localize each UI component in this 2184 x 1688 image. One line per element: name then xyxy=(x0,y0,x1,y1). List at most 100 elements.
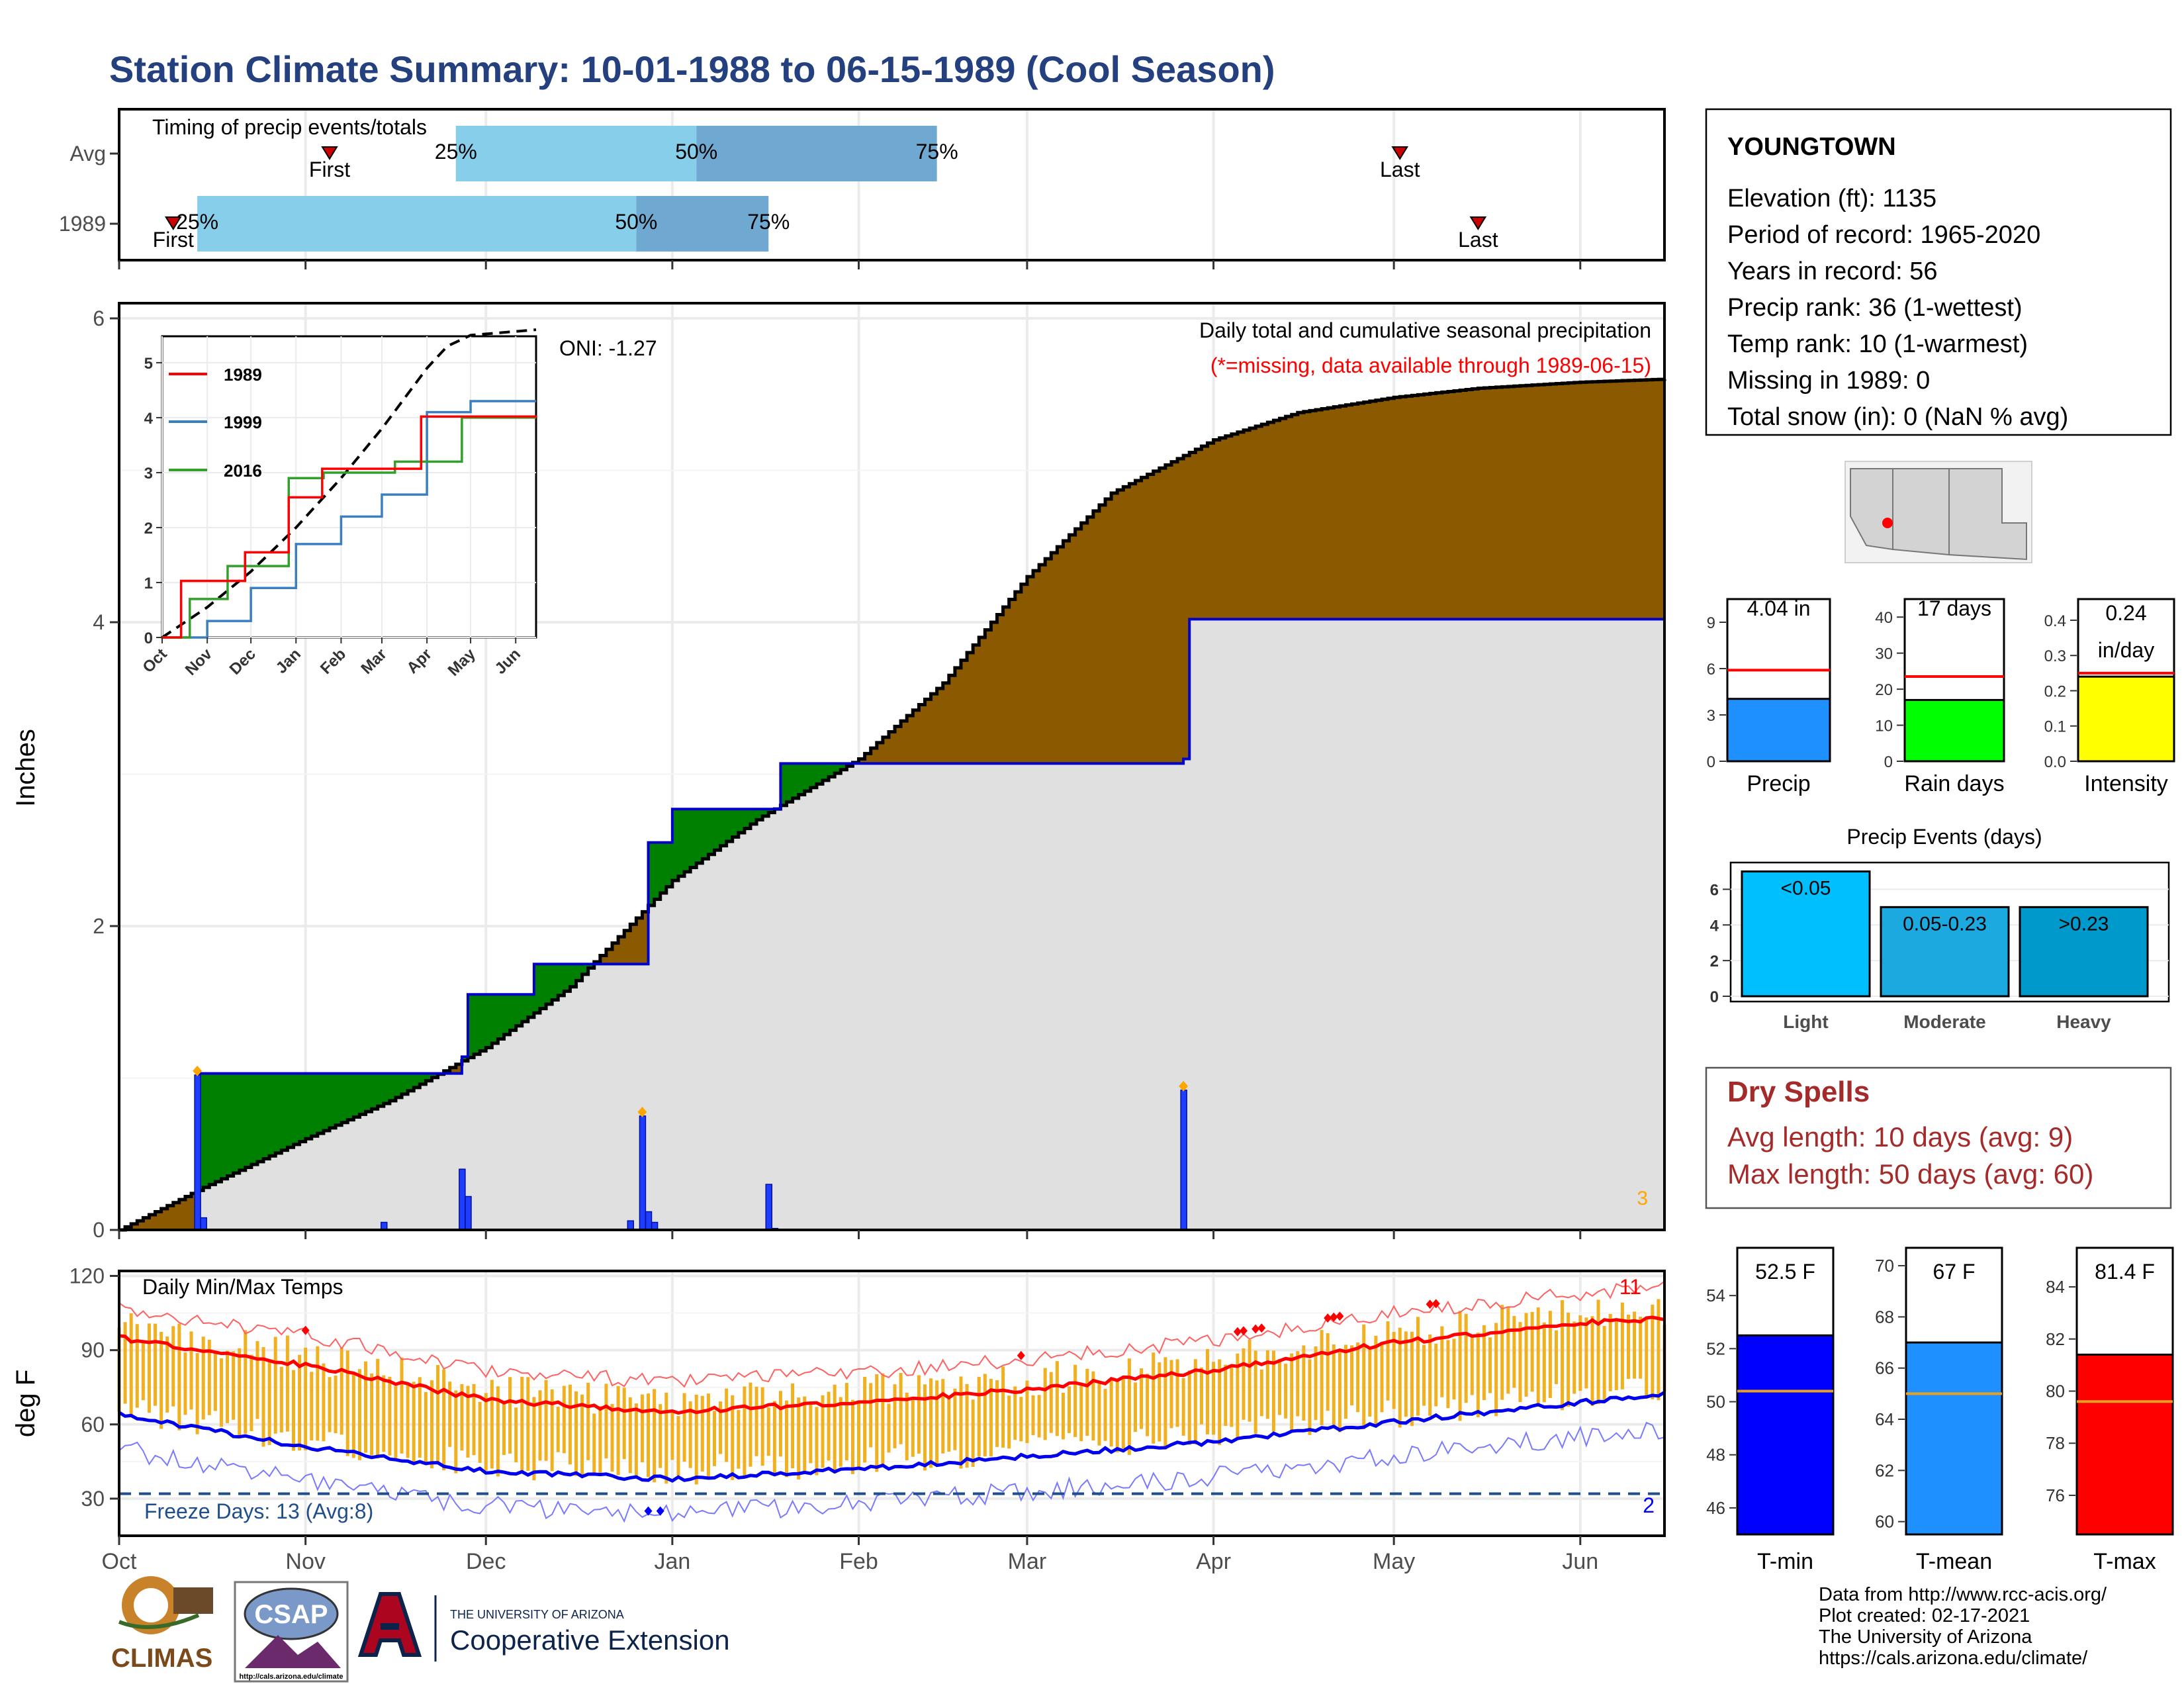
precip-note-1: Daily total and cumulative seasonal prec… xyxy=(1199,318,1651,342)
daily-temp-bar xyxy=(418,1377,422,1458)
daily-temp-bar xyxy=(388,1376,392,1456)
daily-temp-bar xyxy=(171,1326,175,1407)
daily-temp-bar xyxy=(785,1400,789,1477)
daily-temp-bar xyxy=(195,1353,199,1434)
temperature-panel: deg F 30 60 90 120 Oct Nov Dec Jan Feb Mar Apr May… xyxy=(11,1264,1666,1574)
daily-temp-bar xyxy=(743,1386,747,1477)
mini-ytick-label: 0.0 xyxy=(2044,753,2066,771)
daily-temp-bar xyxy=(1271,1350,1275,1432)
timing-label-25: 25% xyxy=(435,140,477,164)
daily-temp-bar xyxy=(754,1386,758,1456)
daily-temp-bar xyxy=(183,1352,187,1415)
daily-temp-bar xyxy=(298,1354,302,1451)
daily-temp-bar xyxy=(749,1382,752,1467)
average-max-line xyxy=(118,1315,1665,1415)
daily-temp-bar xyxy=(1253,1350,1257,1434)
daily-temp-bar xyxy=(821,1395,825,1468)
daily-temp-bar xyxy=(731,1395,735,1480)
daily-temp-bar xyxy=(250,1354,253,1431)
daily-temp-bar xyxy=(213,1350,217,1411)
record-low-marker xyxy=(656,1506,664,1516)
mini-ytick-label: 6 xyxy=(1707,661,1715,679)
daily-temp-bar xyxy=(1043,1368,1047,1440)
total-snow: Total snow (in): 0 (NaN % avg) xyxy=(1727,403,2068,431)
daily-temp-bar xyxy=(226,1350,230,1423)
period-of-record: Period of record: 1965-2020 xyxy=(1727,221,2040,249)
csap-label: CSAP xyxy=(254,1600,328,1629)
daily-temp-bar xyxy=(189,1331,193,1410)
daily-temp-bar xyxy=(1175,1359,1179,1427)
daily-temp-bar xyxy=(412,1382,416,1463)
timing-bar-q1-1989 xyxy=(197,196,637,252)
temp-xtick-label: Nov xyxy=(285,1549,325,1574)
timing-label-50: 50% xyxy=(615,210,657,234)
event-category-label: Moderate xyxy=(1903,1011,1985,1032)
daily-temp-bar xyxy=(1068,1386,1071,1433)
daily-temp-bar xyxy=(935,1380,939,1466)
daily-temp-bar xyxy=(376,1358,380,1459)
daily-temp-bar xyxy=(634,1403,638,1477)
temp-bar-ytick-label: 54 xyxy=(1706,1286,1725,1305)
daily-temp-bar xyxy=(460,1383,464,1451)
daily-temp-bar xyxy=(472,1383,476,1456)
mini-ytick-label: 30 xyxy=(1875,645,1893,663)
daily-temp-bar xyxy=(965,1383,969,1468)
daily-temp-bar xyxy=(1332,1344,1336,1427)
daily-temp-bar xyxy=(653,1389,657,1483)
daily-temp-bar xyxy=(1212,1362,1216,1435)
temp-bar-ytick-label: 60 xyxy=(1875,1512,1894,1532)
daily-temp-bar xyxy=(893,1384,897,1448)
daily-temp-bar xyxy=(159,1331,163,1429)
temp-bar-value xyxy=(1905,1341,2003,1536)
temp-bar-ytick-label: 46 xyxy=(1706,1498,1725,1518)
daily-temp-bar xyxy=(1091,1371,1095,1441)
daily-temp-bar xyxy=(1097,1382,1101,1446)
daily-temp-bar xyxy=(1561,1300,1565,1411)
daily-temp-bar xyxy=(1199,1367,1203,1425)
temp-rank: Temp rank: 10 (1-warmest) xyxy=(1727,330,2028,358)
daily-temp-bar xyxy=(544,1380,548,1461)
daily-temp-bar xyxy=(484,1393,488,1471)
daily-temp-bar xyxy=(1290,1353,1294,1432)
daily-temp-bar xyxy=(1368,1349,1372,1417)
daily-temp-bar xyxy=(1127,1358,1131,1455)
temp-xtick-label: Oct xyxy=(102,1549,137,1574)
daily-temp-bar xyxy=(694,1394,698,1485)
daily-temp-bar xyxy=(141,1342,145,1401)
daily-temp-bar xyxy=(1584,1317,1588,1389)
daily-temp-bar xyxy=(370,1373,374,1456)
timing-label-50: 50% xyxy=(675,140,717,164)
daily-temp-bar xyxy=(1079,1385,1083,1442)
timing-last-label: Last xyxy=(1458,228,1498,252)
daily-temp-bar xyxy=(177,1323,181,1430)
daily-temp-bar xyxy=(917,1375,921,1454)
temp-bar-ytick-label: 82 xyxy=(2046,1329,2065,1349)
credit-line-2: Plot created: 02-17-2021 xyxy=(1819,1605,2030,1626)
record-high-marker xyxy=(1324,1313,1332,1323)
daily-temp-bar xyxy=(1302,1345,1306,1421)
daily-temp-bar xyxy=(232,1351,236,1420)
daily-temp-bar xyxy=(809,1403,813,1464)
daily-temp-bar xyxy=(839,1397,842,1467)
daily-temp-bar xyxy=(1259,1369,1263,1417)
daily-temp-bar xyxy=(129,1313,133,1416)
daily-temp-bar xyxy=(267,1361,271,1445)
daily-temp-bar xyxy=(1320,1330,1324,1425)
mini-bar-precip: 0 3 6 9 4.04 in Precip xyxy=(1707,596,1831,796)
daily-temp-bar xyxy=(1626,1314,1630,1380)
events-ytick-label: 2 xyxy=(1710,953,1719,970)
dry-spells-box: Dry Spells Avg length: 10 days (avg: 9) … xyxy=(1705,1066,2172,1209)
daily-precip-bar xyxy=(645,1211,653,1231)
daily-temp-bar xyxy=(1482,1325,1486,1401)
station-name: YOUNGTOWN xyxy=(1727,133,1896,161)
mini-value-label: 4.04 in xyxy=(1747,596,1810,620)
daily-temp-bar xyxy=(725,1388,729,1462)
inset-ytick-label: 0 xyxy=(144,630,153,647)
daily-temp-bar xyxy=(291,1370,295,1451)
climas-label: CLIMAS xyxy=(111,1644,212,1673)
event-bar-moderate xyxy=(1880,906,2010,998)
climas-logo: CLIMAS xyxy=(111,1576,213,1673)
daily-temp-bar xyxy=(147,1323,151,1413)
daily-temp-bar xyxy=(123,1322,127,1404)
legend-1989: 1989 xyxy=(224,365,262,385)
